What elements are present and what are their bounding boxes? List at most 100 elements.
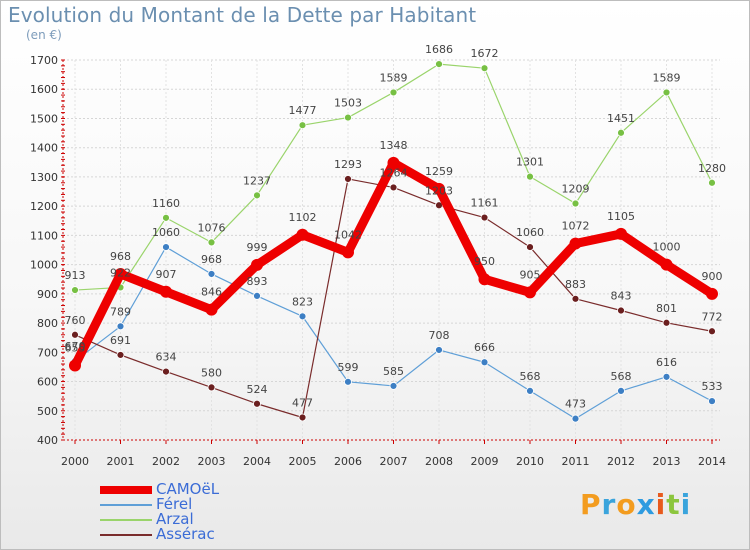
logo-letter: r <box>601 488 617 521</box>
data-label: 1076 <box>198 221 226 234</box>
data-point <box>298 121 307 130</box>
data-label: 473 <box>565 398 586 411</box>
chart-unit: (en €) <box>26 28 62 42</box>
y-tick-label: 900 <box>37 288 58 301</box>
data-label: 893 <box>247 275 268 288</box>
x-tick-label: 2014 <box>698 455 726 468</box>
logo-letter: x <box>636 488 656 521</box>
legend-label: CAMOëL <box>156 480 220 498</box>
x-tick-label: 2000 <box>61 455 89 468</box>
data-point <box>116 351 125 359</box>
series-1 <box>71 243 716 423</box>
data-point <box>253 291 261 300</box>
data-point <box>526 386 534 395</box>
data-point <box>162 213 170 222</box>
data-point <box>480 64 489 73</box>
data-point <box>342 246 354 259</box>
data-label: 568 <box>520 370 541 383</box>
data-label: 922 <box>110 266 131 279</box>
legend-item: Arzal <box>100 511 360 527</box>
data-point <box>435 346 443 354</box>
y-tick-label: 1500 <box>30 112 58 125</box>
series-0 <box>69 156 718 372</box>
data-point <box>253 399 261 408</box>
data-label: 1042 <box>334 228 362 241</box>
data-label: 1000 <box>653 241 681 254</box>
legend-item: Assérac <box>100 525 360 543</box>
data-point <box>298 413 307 422</box>
data-label: 1259 <box>425 165 453 178</box>
data-label: 789 <box>110 305 131 318</box>
x-tick-label: 2013 <box>653 455 681 468</box>
data-point <box>569 237 582 250</box>
data-point <box>71 286 79 294</box>
series-2 <box>71 60 716 294</box>
logo-letter: t <box>666 488 681 521</box>
data-label: 950 <box>474 255 495 268</box>
data-point <box>526 172 534 181</box>
data-point <box>253 191 261 200</box>
data-point <box>480 213 489 222</box>
data-label: 968 <box>110 250 131 263</box>
x-tick-label: 2001 <box>107 455 135 468</box>
data-point <box>435 60 443 68</box>
data-point <box>480 358 489 367</box>
data-label: 585 <box>383 365 404 378</box>
data-label: 616 <box>656 356 677 369</box>
x-tick-label: 2003 <box>198 455 226 468</box>
data-label: 666 <box>474 341 495 354</box>
data-point <box>296 228 309 241</box>
data-label: 760 <box>65 314 86 327</box>
data-point <box>389 382 398 390</box>
data-point <box>526 243 534 251</box>
data-label: 1160 <box>152 197 180 210</box>
y-tick-label: 1200 <box>30 200 58 213</box>
data-label: 691 <box>110 334 131 347</box>
data-label: 1161 <box>471 197 499 210</box>
data-label: 1477 <box>289 104 317 117</box>
data-point <box>617 128 625 137</box>
data-point <box>69 359 81 372</box>
data-label: 634 <box>156 351 177 364</box>
data-point <box>660 258 673 271</box>
data-label: 905 <box>520 268 541 281</box>
logo-letter: i <box>680 488 692 521</box>
data-point <box>162 367 170 376</box>
data-label: 670 <box>65 340 86 353</box>
logo-letter: o <box>616 488 637 521</box>
y-tick-label: 1000 <box>30 259 58 272</box>
data-label: 823 <box>292 295 313 308</box>
data-point <box>207 270 216 278</box>
data-label: 1264 <box>380 166 408 179</box>
data-label: 1102 <box>289 211 317 224</box>
logo-letter: P <box>580 488 602 521</box>
y-tick-label: 1100 <box>30 229 58 242</box>
data-point <box>162 243 170 251</box>
legend-swatch <box>100 534 152 536</box>
data-point <box>662 318 671 327</box>
data-label: 533 <box>702 380 723 393</box>
data-label: 968 <box>201 253 222 266</box>
data-point <box>615 227 627 240</box>
data-label: 1686 <box>425 43 453 56</box>
x-tick-label: 2009 <box>471 455 499 468</box>
data-point <box>433 182 445 195</box>
data-label: 1105 <box>607 210 635 223</box>
data-label: 1451 <box>607 112 635 125</box>
data-point <box>706 287 718 300</box>
logo-letter: i <box>655 488 667 521</box>
data-label: 1672 <box>471 47 499 60</box>
data-label: 907 <box>156 268 177 281</box>
data-label: 1280 <box>698 162 726 175</box>
data-point <box>71 330 79 339</box>
data-label: 1589 <box>653 71 681 84</box>
data-label: 772 <box>702 310 723 323</box>
legend: CAMOëL Férel Arzal Assérac <box>100 480 360 543</box>
legend-label: Assérac <box>156 525 215 543</box>
y-tick-label: 800 <box>37 317 58 330</box>
data-point <box>344 377 352 386</box>
data-point <box>617 386 625 395</box>
series-3 <box>71 175 716 422</box>
